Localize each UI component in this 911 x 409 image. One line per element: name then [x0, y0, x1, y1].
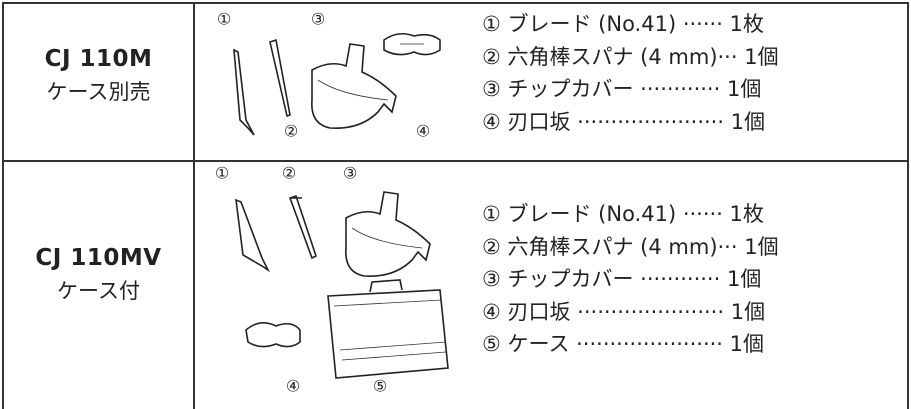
tip-cover: [311, 43, 397, 129]
blade: [235, 198, 271, 273]
item: ② 六角棒スパナ (4 mm)··· 1個: [482, 44, 779, 69]
model-name: CJ 110MV: [35, 245, 162, 271]
item: ④ 刃口坂 ······················ 1個: [482, 109, 766, 134]
item-list: ① ブレード (No.41) ······ 1枚 ② 六角棒スパナ (4 mm)·…: [482, 198, 779, 361]
blade: [233, 48, 255, 136]
item: ① ブレード (No.41) ······ 1枚: [482, 202, 764, 226]
item: ② 六角棒スパナ (4 mm)··· 1個: [482, 234, 779, 259]
model-note: ケース別売: [46, 80, 151, 104]
part-label: ④: [286, 377, 300, 396]
column-divider: [193, 2, 195, 409]
throat-plate: [245, 322, 301, 348]
part-label: ①: [215, 164, 229, 183]
case: [327, 279, 449, 379]
part-label: ②: [284, 122, 298, 141]
hex-wrench: [269, 38, 291, 118]
hex-wrench: [288, 194, 317, 260]
part-label: ④: [416, 122, 430, 141]
model-note: ケース付: [57, 279, 140, 303]
item: ⑤ ケース ······················ 1個: [482, 332, 765, 356]
model-cell: CJ 110M ケース別売: [4, 46, 193, 106]
model-cell: CJ 110MV ケース付: [4, 245, 193, 305]
item-list: ① ブレード (No.41) ······ 1枚 ② 六角棒スパナ (4 mm)·…: [482, 8, 779, 138]
item: ① ブレード (No.41) ······ 1枚: [482, 12, 764, 36]
part-label: ③: [343, 164, 357, 183]
item: ③ チップカバー ············ 1個: [482, 77, 762, 101]
tip-cover: [345, 191, 431, 277]
part-label: ②: [282, 164, 296, 183]
model-name: CJ 110M: [44, 46, 153, 72]
item: ③ チップカバー ············ 1個: [482, 267, 762, 291]
part-label: ⑤: [373, 377, 387, 396]
part-label: ③: [311, 10, 325, 29]
item: ④ 刃口坂 ······················ 1個: [482, 299, 766, 324]
part-label: ①: [217, 10, 231, 29]
throat-plate: [383, 32, 441, 56]
row-divider: [2, 160, 909, 162]
